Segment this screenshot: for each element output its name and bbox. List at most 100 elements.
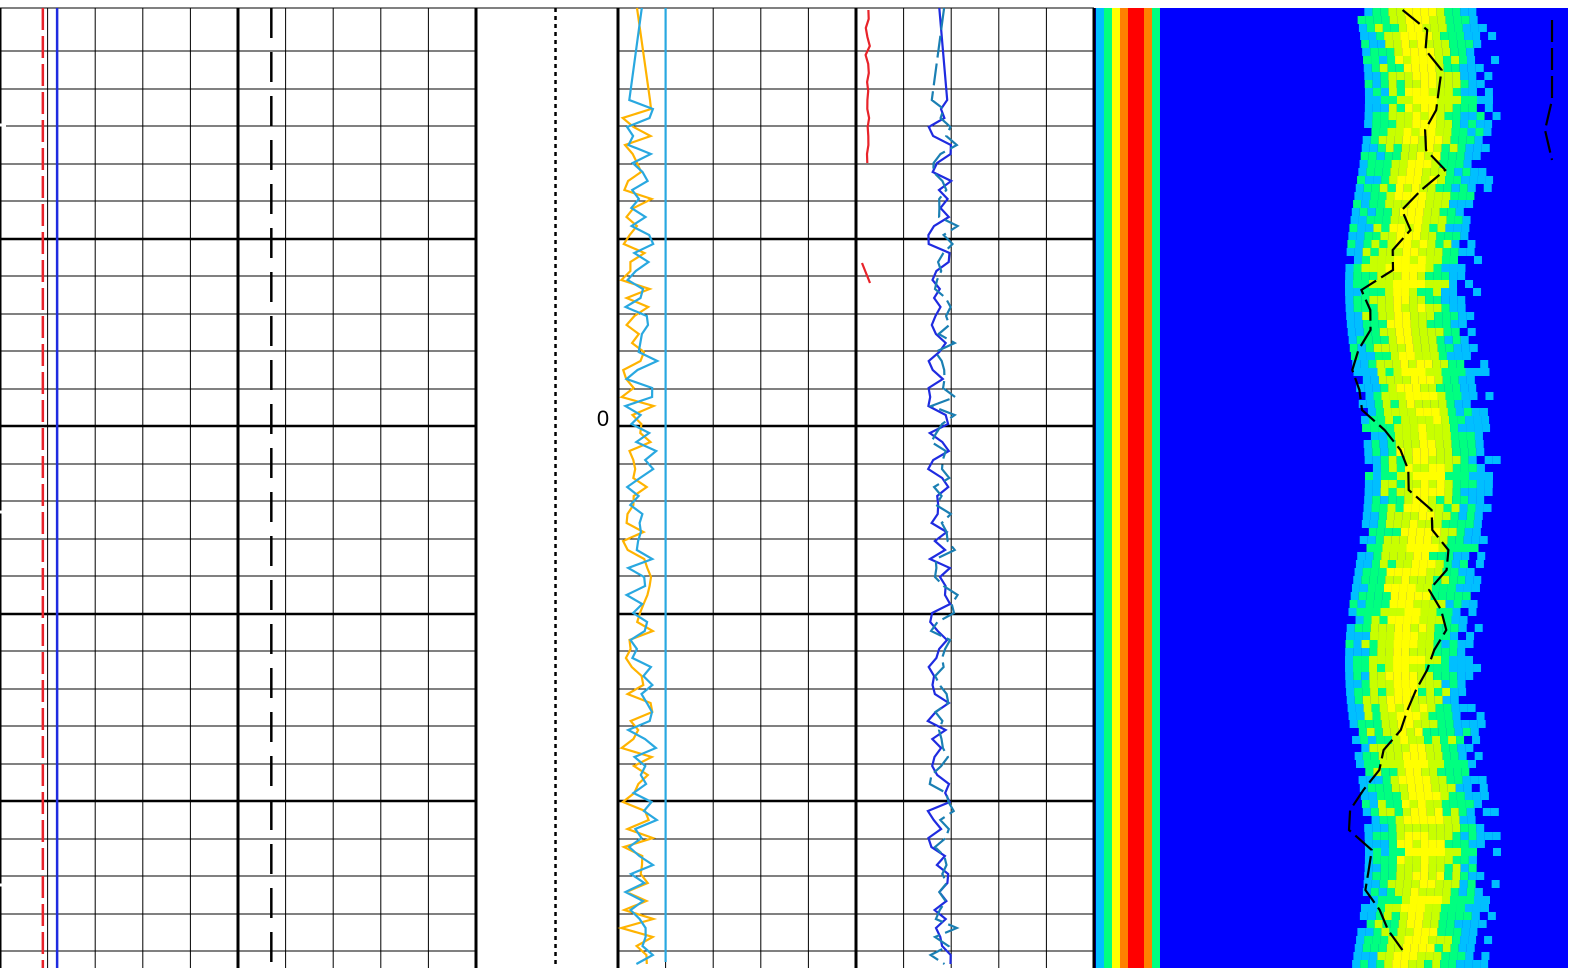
heatmap-cell [1152,848,1160,856]
heatmap-cell [1451,880,1460,888]
heatmap-cell [1376,360,1385,368]
heatmap-cell [1434,696,1443,704]
heatmap-cell [1423,160,1432,168]
heatmap-cell [1390,776,1399,784]
heatmap-cell [1442,944,1451,952]
heatmap-cell [1428,936,1437,944]
heatmap-cell [1397,720,1406,728]
heatmap-cell [1358,352,1367,360]
heatmap-cell [1144,832,1152,840]
heatmap-cell [1128,320,1136,328]
heatmap-cell [1353,680,1362,688]
heatmap-cell [1372,104,1381,112]
heatmap-cell [1367,208,1376,216]
heatmap-cell [1136,296,1144,304]
heatmap-cell [1358,216,1367,224]
heatmap-cell [1368,736,1377,744]
heatmap-cell [1120,408,1128,416]
heatmap-cell [1422,920,1431,928]
heatmap-cell [1420,104,1429,112]
heatmap-cell [1393,272,1402,280]
heatmap-cell [1120,904,1128,912]
heatmap-cell [1434,568,1443,576]
heatmap-cell [1112,912,1120,920]
heatmap-cell [1128,656,1136,664]
heatmap-cell [1391,408,1400,416]
heatmap-cell [1465,744,1474,752]
heatmap-cell [1112,696,1120,704]
heatmap-cell [1448,960,1457,968]
heatmap-cell [1390,544,1399,552]
heatmap-cell [1409,680,1418,688]
heatmap-cell [1152,208,1160,216]
heatmap-cell [1432,904,1441,912]
heatmap-cell [1428,712,1437,720]
heatmap-cell [1402,424,1411,432]
heatmap-cell [1387,328,1396,336]
heatmap-cell [1128,16,1136,24]
heatmap-cell [1419,560,1428,568]
heatmap-cell [1417,256,1426,264]
heatmap-cell [1388,336,1397,344]
heatmap-cell [1128,848,1136,856]
heatmap-cell [1104,568,1112,576]
heatmap-cell [1380,840,1389,848]
heatmap-cell [1467,184,1476,192]
heatmap-cell [1388,760,1397,768]
heatmap-cell [1112,568,1120,576]
heatmap-cell [1096,264,1104,272]
heatmap-cell [1112,768,1120,776]
heatmap-cell [1414,24,1423,32]
heatmap-cell [1372,848,1381,856]
heatmap-cell [1120,104,1128,112]
heatmap-cell [1152,440,1160,448]
heatmap-cell [1421,768,1430,776]
heatmap-cell [1425,288,1434,296]
heatmap-cell [1467,128,1476,136]
heatmap-cell [1112,280,1120,288]
heatmap-cell [1136,944,1144,952]
heatmap-cell [1387,816,1396,824]
heatmap-cell [1361,416,1370,424]
heatmap-cell [1096,224,1104,232]
heatmap-cell [1144,568,1152,576]
heatmap-cell [1444,88,1453,96]
heatmap-cell [1433,656,1442,664]
heatmap-cell [1120,736,1128,744]
heatmap-cell [1417,40,1426,48]
heatmap-cell [1396,112,1405,120]
heatmap-cell [1403,128,1412,136]
heatmap-cell [1120,216,1128,224]
heatmap-cell [1478,168,1487,176]
heatmap-cell [1404,712,1413,720]
heatmap-cell [1096,888,1104,896]
heatmap-cell [1386,944,1395,952]
heatmap-cell [1424,792,1433,800]
heatmap-cell [1104,264,1112,272]
heatmap-cell [1112,328,1120,336]
heatmap-cell [1112,928,1120,936]
heatmap-cell [1449,200,1458,208]
heatmap-cell [1438,24,1447,32]
heatmap-cell [1402,432,1411,440]
heatmap-cell [1467,240,1476,248]
heatmap-cell [1444,80,1453,88]
heatmap-cell [1152,776,1160,784]
heatmap-cell [1383,408,1392,416]
heatmap-cell [1104,152,1112,160]
heatmap-cell [1479,536,1488,544]
heatmap-cell [1430,168,1439,176]
heatmap-cell [1096,464,1104,472]
heatmap-cell [1482,424,1491,432]
heatmap-cell [1375,912,1384,920]
heatmap-cell [1398,24,1407,32]
heatmap-cell [1420,88,1429,96]
heatmap-cell [1428,872,1437,880]
heatmap-cell [1120,600,1128,608]
heatmap-cell [1144,632,1152,640]
heatmap-cell [1466,48,1475,56]
heatmap-cell [1112,608,1120,616]
heatmap-cell [1364,8,1373,16]
heatmap-cell [1120,552,1128,560]
heatmap-cell [1364,384,1373,392]
